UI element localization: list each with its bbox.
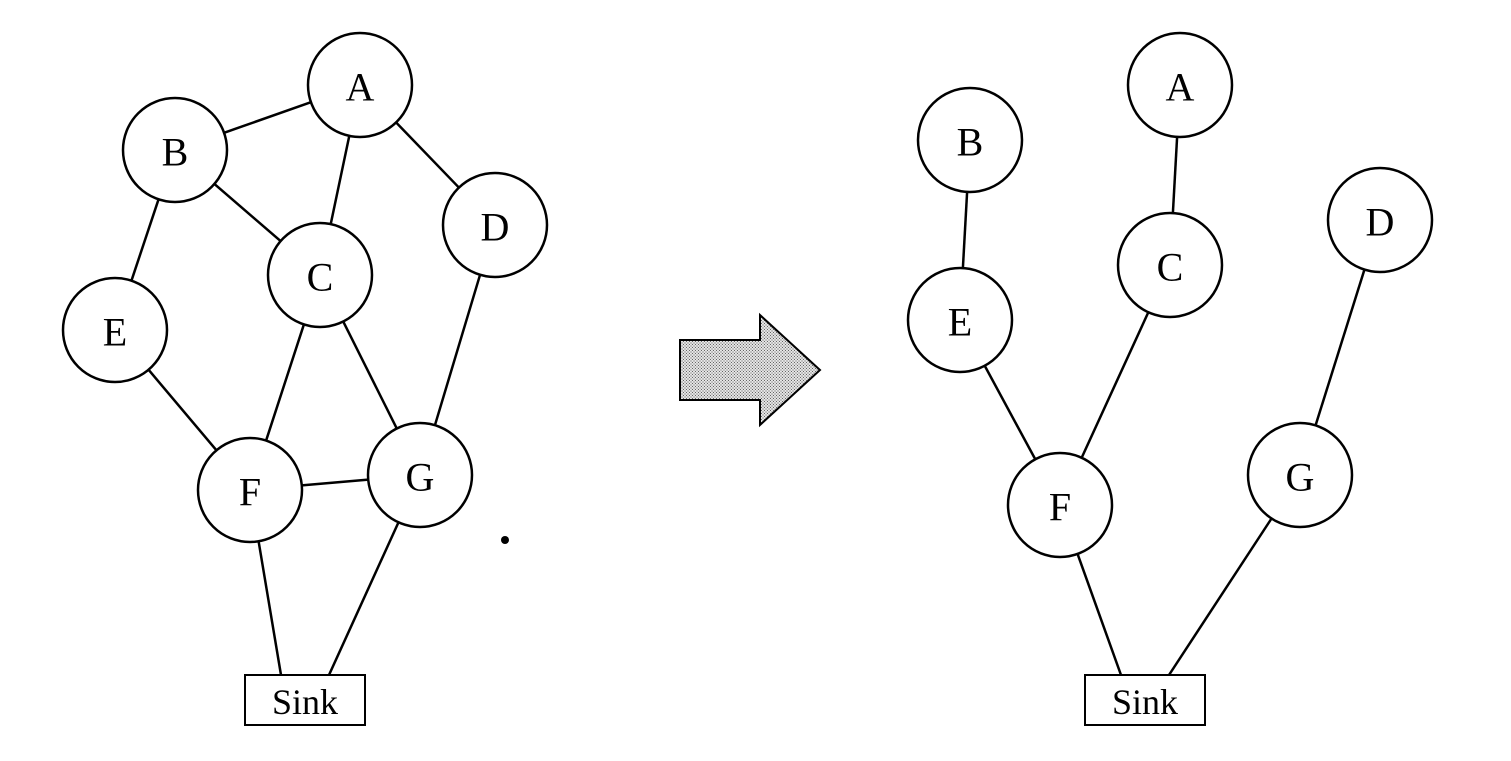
left-graph-edge-E-F bbox=[149, 370, 217, 451]
left-graph-node-C: C bbox=[268, 223, 372, 327]
left-graph-sink-label: Sink bbox=[272, 682, 338, 722]
right-graph-edge-B-E bbox=[963, 192, 967, 268]
left-graph-edge-A-C bbox=[331, 136, 350, 224]
right-graph-node-label-D: D bbox=[1366, 200, 1395, 245]
right-graph-edge-C-F bbox=[1082, 312, 1149, 457]
left-graph-stray-dot bbox=[501, 536, 509, 544]
left-graph-sink: Sink bbox=[245, 675, 365, 725]
left-graph-edge-G-Sink bbox=[329, 522, 398, 675]
right-graph-sink: Sink bbox=[1085, 675, 1205, 725]
right-graph-edge-D-G bbox=[1316, 270, 1365, 426]
right-graph-node-E: E bbox=[908, 268, 1012, 372]
right-graph-nodes: A B C D E F G bbox=[908, 33, 1432, 557]
right-graph-node-label-E: E bbox=[948, 300, 972, 345]
right-graph-edge-G-Sink bbox=[1169, 518, 1272, 675]
left-graph-node-label-D: D bbox=[481, 205, 510, 250]
arrow-icon bbox=[680, 315, 820, 425]
left-graph-node-label-E: E bbox=[103, 310, 127, 355]
left-graph-edge-D-G bbox=[435, 275, 480, 425]
right-graph-node-label-C: C bbox=[1157, 245, 1184, 290]
right-graph-node-C: C bbox=[1118, 213, 1222, 317]
left-graph-node-label-F: F bbox=[239, 470, 261, 515]
left-graph-node-label-A: A bbox=[346, 65, 375, 110]
right-graph-node-F: F bbox=[1008, 453, 1112, 557]
right-graph-node-label-G: G bbox=[1286, 455, 1315, 500]
left-graph-node-A: A bbox=[308, 33, 412, 137]
left-graph-node-G: G bbox=[368, 423, 472, 527]
right-graph-edge-A-C bbox=[1173, 137, 1177, 213]
left-graph-edge-C-F bbox=[266, 324, 304, 440]
right-graph-node-A: A bbox=[1128, 33, 1232, 137]
right-graph-edge-F-Sink bbox=[1078, 554, 1121, 675]
left-graph-edge-B-E bbox=[131, 199, 158, 280]
left-graph-edge-B-C bbox=[214, 184, 280, 241]
right-graph: A B C D E F G Sink bbox=[908, 33, 1432, 725]
left-graph-node-E: E bbox=[63, 278, 167, 382]
right-graph-node-B: B bbox=[918, 88, 1022, 192]
left-graph: A B C D E F G Sink bbox=[63, 33, 547, 725]
left-graph-edge-A-B bbox=[224, 102, 311, 133]
right-graph-node-G: G bbox=[1248, 423, 1352, 527]
left-graph-node-label-G: G bbox=[406, 455, 435, 500]
right-graph-edge-E-F bbox=[985, 366, 1036, 460]
left-graph-node-D: D bbox=[443, 173, 547, 277]
right-graph-node-label-F: F bbox=[1049, 485, 1071, 530]
left-graph-nodes: A B C D E F G bbox=[63, 33, 547, 542]
right-graph-sink-label: Sink bbox=[1112, 682, 1178, 722]
left-graph-edge-C-G bbox=[343, 322, 396, 429]
left-graph-node-label-B: B bbox=[162, 130, 189, 175]
right-graph-node-D: D bbox=[1328, 168, 1432, 272]
transform-arrow bbox=[680, 315, 820, 425]
right-graph-node-label-B: B bbox=[957, 120, 984, 165]
diagram-canvas: A B C D E F G Sink A B C D E F G Sink bbox=[0, 0, 1511, 761]
left-graph-edge-F-G bbox=[302, 480, 368, 486]
left-graph-node-label-C: C bbox=[307, 255, 334, 300]
left-graph-edge-A-D bbox=[396, 122, 459, 187]
left-graph-node-B: B bbox=[123, 98, 227, 202]
left-graph-node-F: F bbox=[198, 438, 302, 542]
left-graph-edge-F-Sink bbox=[259, 541, 281, 675]
right-graph-node-label-A: A bbox=[1166, 65, 1195, 110]
